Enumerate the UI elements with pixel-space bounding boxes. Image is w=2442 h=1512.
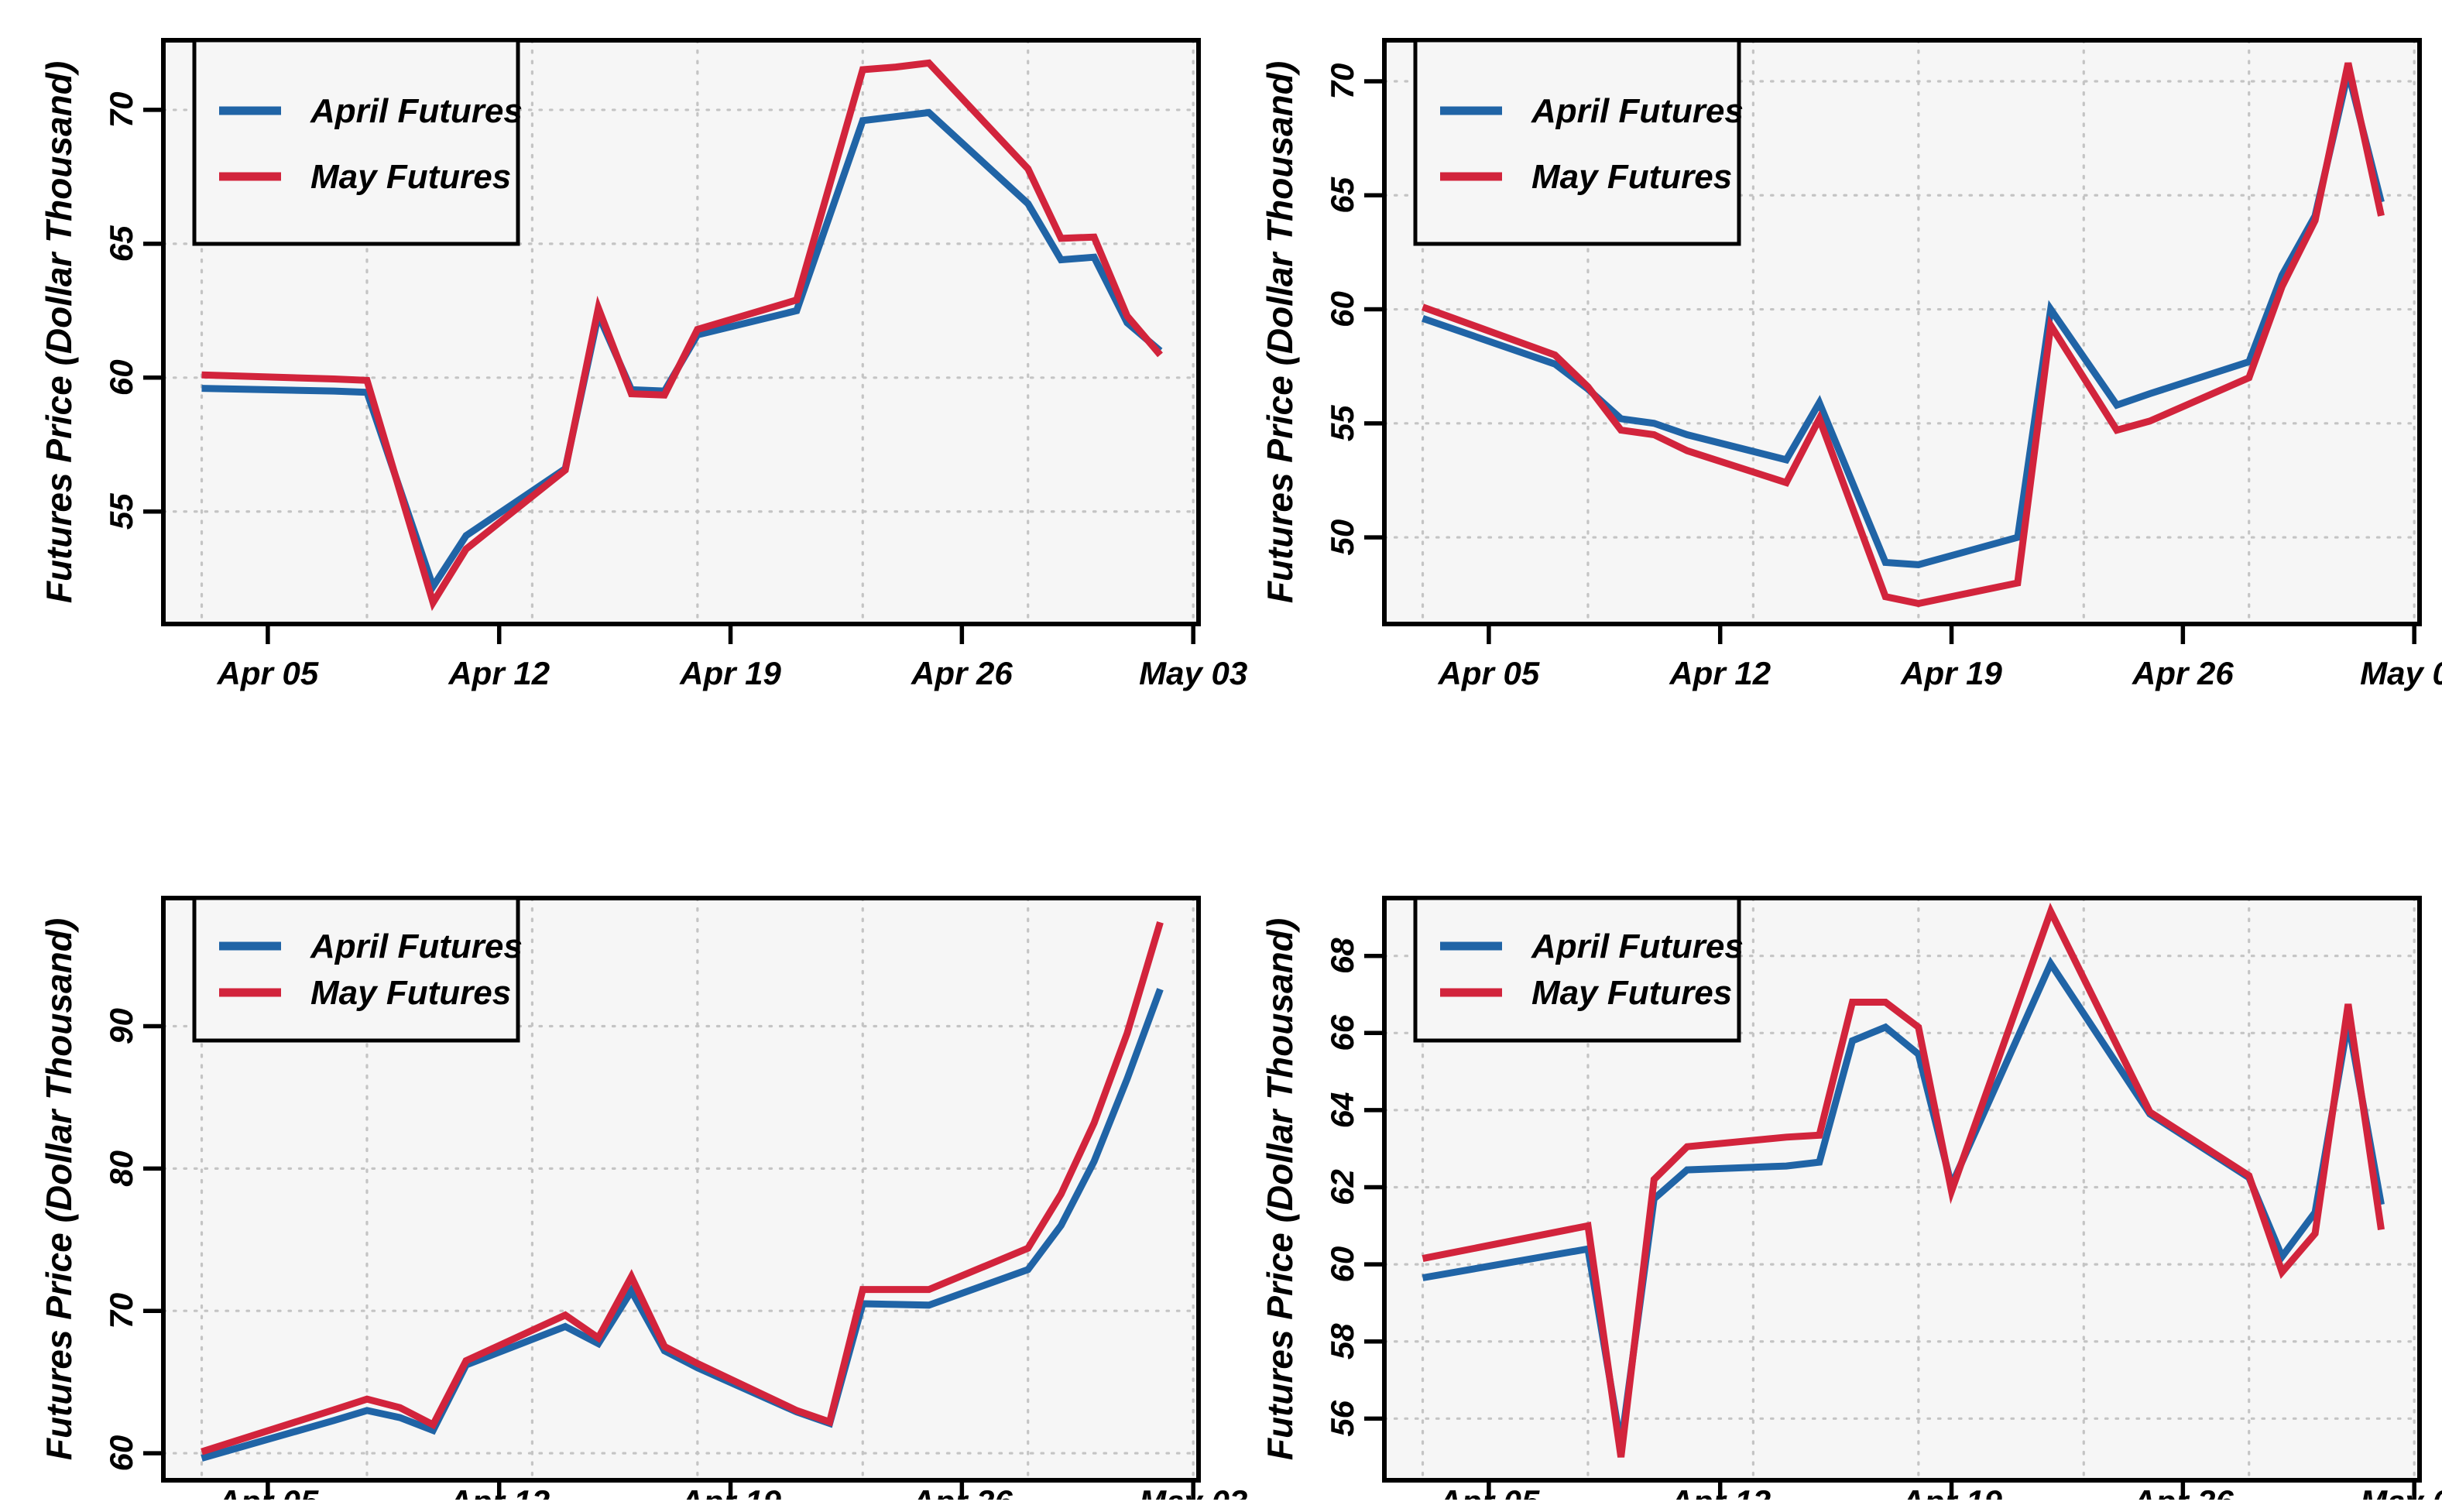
svg-text:80: 80 — [103, 1150, 139, 1187]
svg-text:Apr 26: Apr 26 — [911, 1483, 1013, 1500]
svg-text:58: 58 — [1324, 1323, 1360, 1359]
may-futures-line — [201, 921, 1164, 1455]
svg-text:Apr 05: Apr 05 — [217, 1483, 319, 1500]
svg-text:60: 60 — [103, 1435, 139, 1472]
legend-box — [1413, 38, 1741, 246]
svg-text:Apr 12: Apr 12 — [448, 655, 550, 691]
svg-text:66: 66 — [1324, 1014, 1360, 1051]
may-futures-line — [1422, 902, 2385, 1458]
svg-text:65: 65 — [1324, 177, 1360, 213]
svg-text:Apr 26: Apr 26 — [911, 655, 1013, 691]
plot-border — [1382, 896, 2422, 1483]
svg-text:50: 50 — [1324, 519, 1360, 556]
svg-text:Apr 26: Apr 26 — [2132, 655, 2234, 691]
svg-text:68: 68 — [1324, 938, 1360, 974]
svg-text:Apr 19: Apr 19 — [1900, 1483, 2002, 1500]
legend-label-april: April Futures — [1531, 92, 1744, 130]
svg-text:May 03: May 03 — [1139, 655, 1247, 691]
svg-text:60: 60 — [103, 359, 139, 396]
svg-text:62: 62 — [1324, 1169, 1360, 1205]
y-axis-title: Futures Price (Dollar Thousand) — [39, 61, 79, 603]
y-tick-labels: 56 58 60 62 64 66 68 — [1324, 938, 1360, 1437]
svg-text:Apr 05: Apr 05 — [1438, 1483, 1540, 1500]
chart-bottom-left: Apr 05 Apr 12 Apr 19 Apr 26 May 03 60 70 80 90 Fu… — [31, 768, 1252, 1500]
legend-label-april: April Futures — [310, 927, 523, 965]
x-tick-labels: Apr 05 Apr 12 Apr 19 Apr 26 May 03 — [1438, 1483, 2442, 1500]
plot-border — [1382, 38, 2422, 626]
line-chart-svg-bottom-right: Apr 05 Apr 12 Apr 19 Apr 26 May 03 56 58 60 62 64… — [1260, 896, 2442, 1500]
svg-text:Apr 05: Apr 05 — [1438, 655, 1540, 691]
y-tick-labels: 60 70 80 90 — [103, 1008, 139, 1471]
legend-label-april: April Futures — [310, 92, 523, 130]
may-futures-line — [1421, 62, 2385, 608]
legend: April Futures May Futures — [1413, 896, 1744, 1043]
plot-border — [161, 896, 1201, 1483]
svg-text:64: 64 — [1324, 1092, 1360, 1129]
x-tick-labels: Apr 05 Apr 12 Apr 19 Apr 26 May 03 — [217, 655, 1248, 691]
x-tick-labels: Apr 05 Apr 12 Apr 19 Apr 26 May 03 — [1438, 655, 2442, 691]
plot-border — [161, 38, 1201, 626]
legend-label-april: April Futures — [1531, 927, 1744, 965]
legend-label-may: May Futures — [310, 974, 511, 1012]
legend: April Futures May Futures — [192, 896, 523, 1043]
x-tick-labels: Apr 05 Apr 12 Apr 19 Apr 26 May 03 — [217, 1483, 1248, 1500]
y-tick-labels: 55 60 65 70 — [103, 92, 139, 530]
y-axis-title: Futures Price (Dollar Thousand) — [1260, 61, 1300, 603]
svg-text:Apr 26: Apr 26 — [2132, 1483, 2234, 1500]
svg-text:May 03: May 03 — [2360, 655, 2442, 691]
legend-box — [192, 896, 520, 1043]
line-chart-svg-top-left: Apr 05 Apr 12 Apr 19 Apr 26 May 03 55 60 65 70 Fu… — [39, 38, 1248, 691]
chart-bottom-right: Apr 05 Apr 12 Apr 19 Apr 26 May 03 56 58 60 62 64… — [1252, 768, 2442, 1500]
april-futures-line — [201, 988, 1164, 1462]
svg-text:60: 60 — [1324, 1246, 1360, 1283]
axis-ticks — [1364, 953, 2416, 1500]
line-chart-svg-bottom-left: Apr 05 Apr 12 Apr 19 Apr 26 May 03 60 70 80 90 Fu… — [39, 896, 1248, 1500]
axis-ticks — [143, 1023, 1195, 1500]
svg-text:Apr 05: Apr 05 — [217, 655, 319, 691]
chart-top-right: Apr 05 Apr 12 Apr 19 Apr 26 May 03 50 55 60 65 70… — [1252, 12, 2442, 743]
chart-top-left: Apr 05 Apr 12 Apr 19 Apr 26 May 03 55 60 65 70 Fu… — [31, 12, 1252, 743]
svg-text:60: 60 — [1324, 291, 1360, 327]
svg-text:70: 70 — [1324, 63, 1360, 100]
legend-box — [192, 38, 520, 246]
y-axis-title: Futures Price (Dollar Thousand) — [39, 918, 79, 1460]
svg-text:55: 55 — [103, 493, 139, 530]
svg-text:65: 65 — [103, 225, 139, 262]
svg-text:Apr 12: Apr 12 — [448, 1483, 550, 1500]
y-tick-labels: 50 55 60 65 70 — [1324, 63, 1360, 556]
svg-text:56: 56 — [1324, 1400, 1360, 1436]
legend-label-may: May Futures — [1531, 974, 1732, 1012]
legend-label-may: May Futures — [310, 158, 511, 196]
legend-box — [1413, 896, 1741, 1043]
svg-text:90: 90 — [103, 1008, 139, 1044]
axis-ticks — [143, 108, 1195, 644]
april-futures-line — [1422, 71, 2385, 568]
axis-ticks — [1364, 79, 2416, 644]
gridlines — [1383, 39, 2421, 626]
svg-text:Apr 19: Apr 19 — [679, 1483, 781, 1500]
svg-text:55: 55 — [1324, 405, 1360, 441]
legend-label-may: May Futures — [1531, 158, 1732, 196]
svg-text:70: 70 — [103, 1293, 139, 1329]
may-futures-line — [201, 59, 1163, 612]
svg-text:Apr 19: Apr 19 — [679, 655, 781, 691]
y-axis-title: Futures Price (Dollar Thousand) — [1260, 918, 1300, 1460]
svg-text:Apr 12: Apr 12 — [1669, 655, 1771, 691]
svg-text:May 03: May 03 — [1139, 1483, 1247, 1500]
legend: April Futures May Futures — [192, 38, 523, 246]
svg-text:May 03: May 03 — [2360, 1483, 2442, 1500]
legend: April Futures May Futures — [1413, 38, 1744, 246]
svg-text:Apr 12: Apr 12 — [1669, 1483, 1771, 1500]
svg-text:Apr 19: Apr 19 — [1900, 655, 2002, 691]
svg-text:70: 70 — [103, 92, 139, 129]
line-chart-svg-top-right: Apr 05 Apr 12 Apr 19 Apr 26 May 03 50 55 60 65 70… — [1260, 38, 2442, 691]
